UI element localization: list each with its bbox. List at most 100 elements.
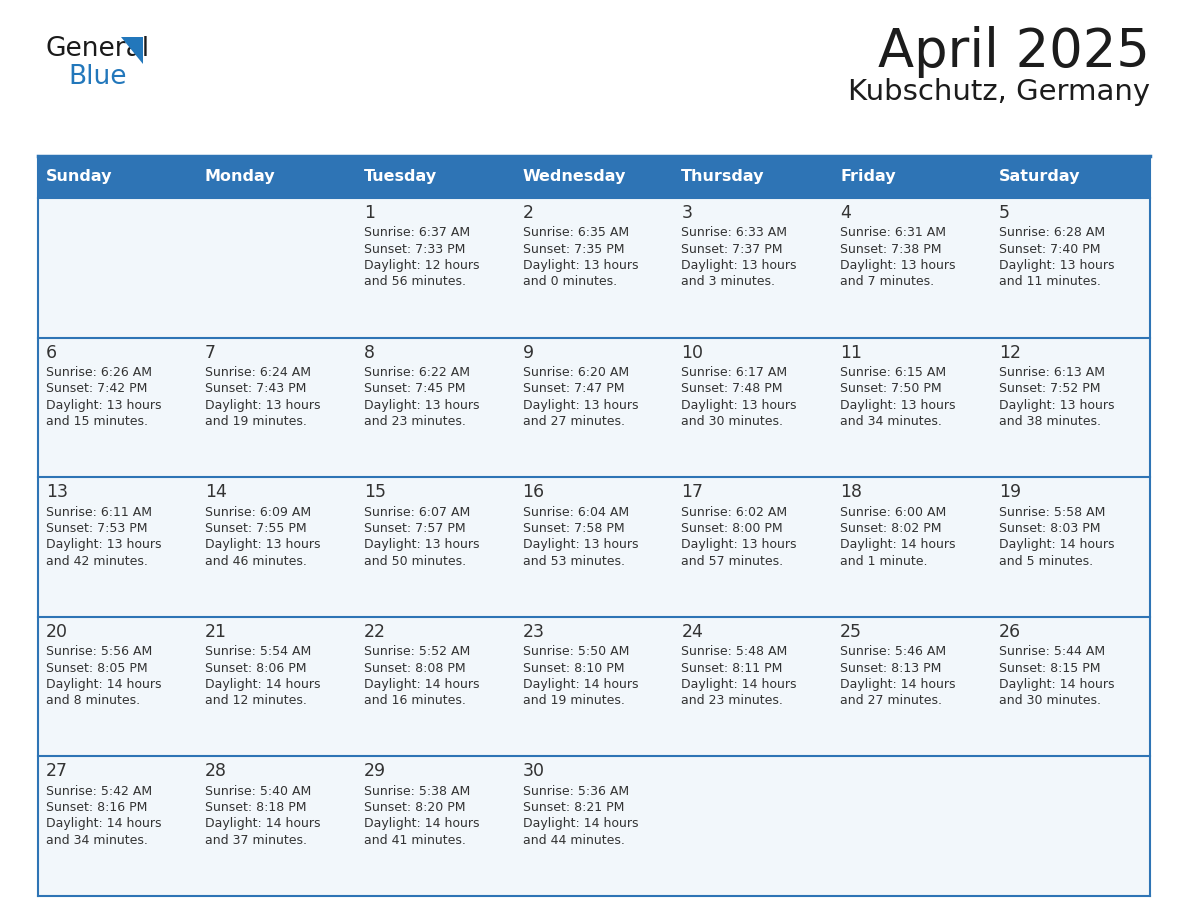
Text: Daylight: 14 hours: Daylight: 14 hours [523, 818, 638, 831]
Text: 24: 24 [682, 622, 703, 641]
Text: and 8 minutes.: and 8 minutes. [46, 694, 140, 707]
Bar [833, 477, 991, 617]
Text: and 19 minutes.: and 19 minutes. [204, 415, 307, 428]
Text: Sunset: 7:37 PM: Sunset: 7:37 PM [682, 242, 783, 256]
Text: and 23 minutes.: and 23 minutes. [682, 694, 783, 707]
Text: 25: 25 [840, 622, 862, 641]
Bar [197, 338, 355, 477]
Text: Sunset: 8:11 PM: Sunset: 8:11 PM [682, 662, 783, 675]
Text: Sunrise: 5:42 AM: Sunrise: 5:42 AM [46, 785, 152, 798]
Text: Sunset: 7:35 PM: Sunset: 7:35 PM [523, 242, 624, 256]
Text: 8: 8 [364, 343, 374, 362]
Text: Daylight: 13 hours: Daylight: 13 hours [204, 538, 321, 552]
Bar [355, 338, 514, 477]
Text: Daylight: 14 hours: Daylight: 14 hours [46, 818, 162, 831]
Text: Sunrise: 6:07 AM: Sunrise: 6:07 AM [364, 506, 470, 519]
Text: Sunrise: 5:46 AM: Sunrise: 5:46 AM [840, 645, 947, 658]
Text: Daylight: 14 hours: Daylight: 14 hours [523, 677, 638, 691]
Text: and 30 minutes.: and 30 minutes. [999, 694, 1101, 707]
Text: Sunrise: 6:13 AM: Sunrise: 6:13 AM [999, 366, 1105, 379]
Bar [38, 338, 197, 477]
Text: Sunset: 7:57 PM: Sunset: 7:57 PM [364, 522, 466, 535]
Text: and 30 minutes.: and 30 minutes. [682, 415, 783, 428]
Bar [833, 156, 991, 198]
Text: and 37 minutes.: and 37 minutes. [204, 834, 307, 846]
Text: and 3 minutes.: and 3 minutes. [682, 275, 776, 288]
Text: Daylight: 14 hours: Daylight: 14 hours [840, 538, 955, 552]
Text: Sunset: 8:16 PM: Sunset: 8:16 PM [46, 801, 147, 814]
Text: Sunset: 7:58 PM: Sunset: 7:58 PM [523, 522, 624, 535]
Text: Sunrise: 5:58 AM: Sunrise: 5:58 AM [999, 506, 1106, 519]
Text: Sunrise: 5:50 AM: Sunrise: 5:50 AM [523, 645, 628, 658]
Text: Daylight: 13 hours: Daylight: 13 hours [523, 259, 638, 272]
Text: and 44 minutes.: and 44 minutes. [523, 834, 625, 846]
Text: Sunrise: 6:37 AM: Sunrise: 6:37 AM [364, 227, 469, 240]
Bar [514, 156, 674, 198]
Text: 1: 1 [364, 204, 374, 222]
Text: Daylight: 14 hours: Daylight: 14 hours [204, 677, 321, 691]
Bar [197, 156, 355, 198]
Text: Daylight: 13 hours: Daylight: 13 hours [999, 398, 1114, 411]
Text: Daylight: 14 hours: Daylight: 14 hours [204, 818, 321, 831]
Text: Daylight: 14 hours: Daylight: 14 hours [46, 677, 162, 691]
Text: Sunset: 8:08 PM: Sunset: 8:08 PM [364, 662, 466, 675]
Text: Friday: Friday [840, 170, 896, 185]
Text: Sunrise: 6:24 AM: Sunrise: 6:24 AM [204, 366, 311, 379]
Text: Sunday: Sunday [46, 170, 113, 185]
Text: and 57 minutes.: and 57 minutes. [682, 554, 784, 567]
Text: and 23 minutes.: and 23 minutes. [364, 415, 466, 428]
Bar [514, 617, 674, 756]
Bar [197, 617, 355, 756]
Text: Sunset: 8:20 PM: Sunset: 8:20 PM [364, 801, 466, 814]
Text: Daylight: 13 hours: Daylight: 13 hours [46, 398, 162, 411]
Text: Blue: Blue [68, 64, 126, 90]
Text: Daylight: 14 hours: Daylight: 14 hours [364, 818, 479, 831]
Bar [674, 338, 833, 477]
Text: Saturday: Saturday [999, 170, 1081, 185]
Text: and 27 minutes.: and 27 minutes. [523, 415, 625, 428]
Text: Sunset: 8:13 PM: Sunset: 8:13 PM [840, 662, 942, 675]
Text: Daylight: 13 hours: Daylight: 13 hours [523, 398, 638, 411]
Text: Sunrise: 6:02 AM: Sunrise: 6:02 AM [682, 506, 788, 519]
Text: 23: 23 [523, 622, 544, 641]
Bar [38, 198, 197, 338]
Text: 14: 14 [204, 483, 227, 501]
Text: 30: 30 [523, 763, 544, 780]
Bar [355, 756, 514, 896]
Text: and 56 minutes.: and 56 minutes. [364, 275, 466, 288]
Text: Sunset: 7:48 PM: Sunset: 7:48 PM [682, 383, 783, 396]
Text: Sunset: 8:02 PM: Sunset: 8:02 PM [840, 522, 942, 535]
Bar [833, 617, 991, 756]
Text: and 12 minutes.: and 12 minutes. [204, 694, 307, 707]
Text: 26: 26 [999, 622, 1022, 641]
Text: Daylight: 13 hours: Daylight: 13 hours [999, 259, 1114, 272]
Text: Sunrise: 6:17 AM: Sunrise: 6:17 AM [682, 366, 788, 379]
Text: 22: 22 [364, 622, 386, 641]
Text: Sunset: 7:45 PM: Sunset: 7:45 PM [364, 383, 466, 396]
Text: Thursday: Thursday [682, 170, 765, 185]
Text: Daylight: 13 hours: Daylight: 13 hours [840, 398, 955, 411]
Text: Sunrise: 6:09 AM: Sunrise: 6:09 AM [204, 506, 311, 519]
Text: Daylight: 12 hours: Daylight: 12 hours [364, 259, 479, 272]
Bar [674, 617, 833, 756]
Bar [991, 756, 1150, 896]
Text: 19: 19 [999, 483, 1022, 501]
Bar [991, 477, 1150, 617]
Text: Sunrise: 5:54 AM: Sunrise: 5:54 AM [204, 645, 311, 658]
Text: 11: 11 [840, 343, 862, 362]
Bar [674, 477, 833, 617]
Text: 29: 29 [364, 763, 386, 780]
Text: and 42 minutes.: and 42 minutes. [46, 554, 147, 567]
Text: Sunset: 7:33 PM: Sunset: 7:33 PM [364, 242, 465, 256]
Text: Sunset: 8:06 PM: Sunset: 8:06 PM [204, 662, 307, 675]
Text: Daylight: 13 hours: Daylight: 13 hours [364, 538, 479, 552]
Text: and 46 minutes.: and 46 minutes. [204, 554, 307, 567]
Text: Sunrise: 6:04 AM: Sunrise: 6:04 AM [523, 506, 628, 519]
Text: Sunset: 7:47 PM: Sunset: 7:47 PM [523, 383, 624, 396]
Text: Daylight: 13 hours: Daylight: 13 hours [204, 398, 321, 411]
Text: and 11 minutes.: and 11 minutes. [999, 275, 1101, 288]
Text: and 0 minutes.: and 0 minutes. [523, 275, 617, 288]
Text: Sunrise: 6:22 AM: Sunrise: 6:22 AM [364, 366, 469, 379]
Bar [197, 756, 355, 896]
Text: 28: 28 [204, 763, 227, 780]
